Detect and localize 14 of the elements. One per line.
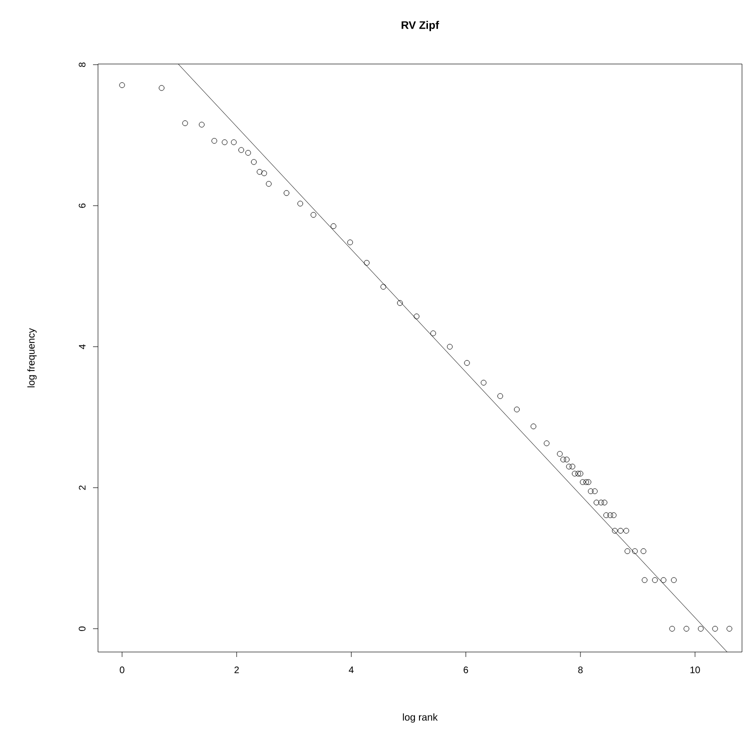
chart-title: RV Zipf (402, 20, 440, 32)
y-tick-label: 2 (78, 486, 86, 490)
x-tick-label: 2 (234, 666, 239, 674)
x-axis-title: log rank (402, 713, 438, 723)
x-tick-label: 8 (578, 666, 583, 674)
y-tick-label: 4 (78, 344, 86, 350)
x-tick-label: 10 (690, 666, 700, 674)
y-tick-label: 8 (78, 62, 86, 67)
y-tick-label: 0 (78, 626, 86, 631)
x-tick-label: 4 (348, 666, 354, 674)
y-tick-label: 6 (78, 204, 86, 208)
x-tick-label: 0 (120, 666, 124, 674)
y-axis-title: log frequency (27, 328, 37, 388)
x-tick-label: 6 (464, 666, 468, 674)
